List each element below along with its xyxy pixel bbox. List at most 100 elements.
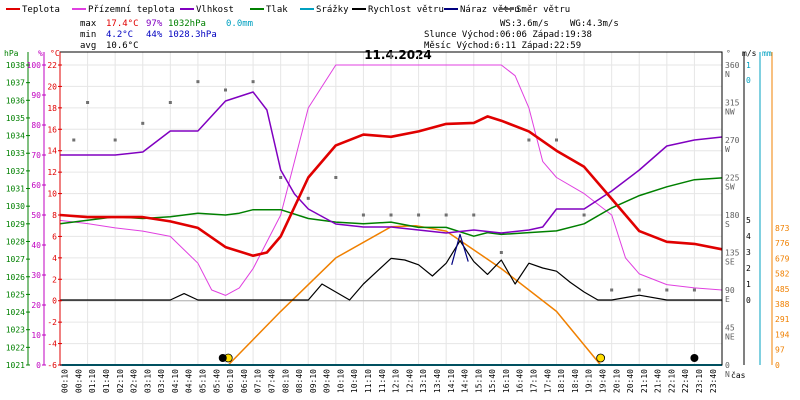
x-tick-label: 00:40 xyxy=(74,369,83,393)
wind-direction-point xyxy=(224,88,227,92)
x-tick-label: 10:40 xyxy=(350,369,359,393)
wind-direction-point xyxy=(417,213,421,217)
pressure-tick-label: 1023 xyxy=(6,326,25,335)
direction-name-label: SE xyxy=(725,258,735,267)
moonrise-marker xyxy=(218,354,227,362)
x-tick-label: 23:40 xyxy=(709,369,718,393)
direction-name-label: NW xyxy=(725,108,735,117)
x-tick-label: 11:40 xyxy=(378,369,387,393)
direction-name-label: SW xyxy=(725,183,735,192)
wind-gust-info: WG:4.3m/s xyxy=(570,19,619,29)
legend-label: Teplota xyxy=(22,5,60,15)
x-tick-label: 12:10 xyxy=(392,369,401,393)
direction-name-label: NE xyxy=(725,333,735,342)
radiation-tick-label: 0 xyxy=(775,361,780,370)
x-tick-label: 22:10 xyxy=(667,369,676,393)
legend-label: Srážky xyxy=(316,5,349,15)
x-tick-label: 18:40 xyxy=(571,369,580,393)
pressure-tick-label: 1026 xyxy=(6,273,25,282)
direction-deg-label: 0 xyxy=(725,361,730,370)
x-tick-label: 06:40 xyxy=(240,369,249,393)
x-tick-label: 21:10 xyxy=(640,369,649,393)
x-tick-label: 06:10 xyxy=(226,369,235,393)
stat-value: 17.4°C xyxy=(106,19,139,29)
humidity-tick-label: 80 xyxy=(31,121,41,130)
plot-area xyxy=(59,52,723,366)
direction-deg-label: 315 xyxy=(725,99,740,108)
x-tick-label: 19:10 xyxy=(585,369,594,393)
chart-title: 11.4.2024 xyxy=(364,48,432,62)
axes: 1038103710361035103410331032103110301029… xyxy=(4,49,790,393)
temperature-tick-label: 0 xyxy=(52,297,57,306)
x-tick-label: 03:10 xyxy=(143,369,152,393)
temperature-tick-label: -6 xyxy=(47,361,57,370)
wind-direction-point xyxy=(610,288,614,292)
pressure-tick-label: 1030 xyxy=(6,202,25,211)
radiation-tick-label: 485 xyxy=(775,285,790,294)
x-tick-label: 17:40 xyxy=(543,369,552,393)
rain-unit: mm xyxy=(762,49,772,58)
wind-tick-label: 2 xyxy=(746,264,751,273)
humidity-tick-label: 40 xyxy=(31,241,41,250)
series-line-vlhkost xyxy=(60,91,723,234)
radiation-tick-label: 291 xyxy=(775,315,790,324)
pressure-tick-label: 1036 xyxy=(6,96,25,105)
radiation-tick-label: 388 xyxy=(775,300,790,309)
direction-name-label: N xyxy=(725,370,730,379)
wind-direction-point xyxy=(334,176,338,179)
x-tick-label: 19:40 xyxy=(599,369,608,393)
x-tick-label: 09:10 xyxy=(309,369,318,393)
series-line-tlak xyxy=(59,177,723,237)
pressure-tick-label: 1032 xyxy=(6,167,25,176)
stat-value: 97% xyxy=(146,19,163,29)
x-tick-label: 00:10 xyxy=(61,369,70,393)
temperature-tick-label: -4 xyxy=(47,340,57,349)
x-tick-label: 14:40 xyxy=(461,369,470,393)
temperature-tick-label: 16 xyxy=(47,125,57,134)
wind-direction-point xyxy=(113,138,117,142)
temperature-tick-label: 14 xyxy=(47,147,57,156)
wind-direction-point xyxy=(472,213,476,217)
temperature-tick-label: 10 xyxy=(47,190,57,199)
x-tick-label: 02:10 xyxy=(116,369,125,393)
stats-block: max 17.4°C 97% 1032hPa 0.0mm min 4.2°C 44% 1028.… xyxy=(80,19,619,51)
direction-deg-label: 135 xyxy=(725,249,740,258)
x-tick-label: 16:10 xyxy=(502,369,511,393)
direction-deg-label: 90 xyxy=(725,286,735,295)
radiation-tick-label: 194 xyxy=(775,330,790,339)
legend-label: Vlhkost xyxy=(196,5,234,15)
stat-value: 10.6°C xyxy=(106,41,139,51)
wind-direction-point xyxy=(555,138,558,142)
legend-label: Náraz větru xyxy=(460,5,520,15)
temperature-tick-label: 2 xyxy=(52,275,57,284)
x-tick-label: 13:10 xyxy=(419,369,428,393)
direction-deg-label: 225 xyxy=(725,174,740,183)
humidity-tick-label: 50 xyxy=(31,211,41,220)
wind-direction-point xyxy=(692,288,696,292)
temperature-tick-label: 4 xyxy=(52,254,57,263)
temperature-tick-label: 18 xyxy=(47,104,57,113)
wind-direction-point xyxy=(444,213,448,217)
wind-direction-point xyxy=(361,213,365,217)
x-tick-label: 23:10 xyxy=(695,369,704,393)
direction-deg-label: 270 xyxy=(725,136,740,145)
direction-name-label: S xyxy=(725,220,730,229)
pressure-tick-label: 1024 xyxy=(6,308,25,317)
radiation-tick-label: 873 xyxy=(775,224,790,233)
x-tick-label: 15:10 xyxy=(474,369,483,393)
x-tick-label: 08:40 xyxy=(295,369,304,393)
direction-deg-label: 180 xyxy=(725,211,740,220)
x-tick-label: 02:40 xyxy=(130,369,139,393)
humidity-tick-label: 70 xyxy=(31,151,41,160)
wind-tick-label: 1 xyxy=(746,280,751,289)
stat-value: avg xyxy=(80,41,96,51)
x-tick-label: 05:10 xyxy=(199,369,208,393)
legend-label: Rychlost větru xyxy=(368,5,444,15)
x-tick-label: 03:40 xyxy=(157,369,166,393)
direction-deg-label: 45 xyxy=(725,324,735,333)
wind-direction-point xyxy=(527,138,531,142)
legend-label: Směr větru xyxy=(516,5,570,15)
x-tick-label: 16:40 xyxy=(516,369,525,393)
wind-unit: m/s xyxy=(742,49,757,58)
stat-value: 44% xyxy=(146,30,163,40)
